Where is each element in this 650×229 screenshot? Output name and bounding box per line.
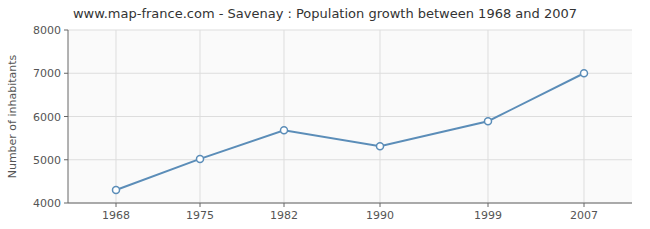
grid-line [68,73,632,74]
tick-label: 1990 [366,209,394,222]
point [281,127,288,134]
tick-label: 5000 [33,154,61,167]
grid-line [68,116,632,117]
grid-line [68,159,632,160]
tick-label: 1999 [474,209,502,222]
tick [64,30,68,31]
point [377,143,384,150]
grid-line [116,30,117,203]
grid-line [68,203,632,204]
tick [64,159,68,160]
grid-line [488,30,489,203]
tick-label: 1968 [102,209,130,222]
tick [284,203,285,207]
tick-label: 7000 [33,67,61,80]
tick-label: 4000 [33,197,61,210]
grid-line [380,30,381,203]
tick [200,203,201,207]
title: www.map-france.com - Savenay : Populatio… [73,6,577,21]
tick-label: 8000 [33,24,61,37]
tick [116,203,117,207]
series [113,70,588,194]
point [197,155,204,162]
point [485,118,492,125]
line [116,73,584,190]
tick [488,203,489,207]
tick [64,116,68,117]
grid-line [68,30,632,31]
tick [584,203,585,207]
tick [380,203,381,207]
plot-area [68,30,632,203]
grid-line [584,30,585,203]
tick-label: 1975 [186,209,214,222]
y-axis-label: Number of inhabitants [6,54,19,178]
x-axis [68,203,632,204]
tick [64,73,68,74]
tick-label: 1982 [270,209,298,222]
tick [64,203,68,204]
grid-line [200,30,201,203]
grid-line [284,30,285,203]
chart: 4000 5000 6000 7000 8000 1968 1975 1982 1990 1999… [0,0,650,229]
point [581,70,588,77]
tick-label: 6000 [33,111,61,124]
tick-label: 2007 [570,209,598,222]
point [113,187,120,194]
